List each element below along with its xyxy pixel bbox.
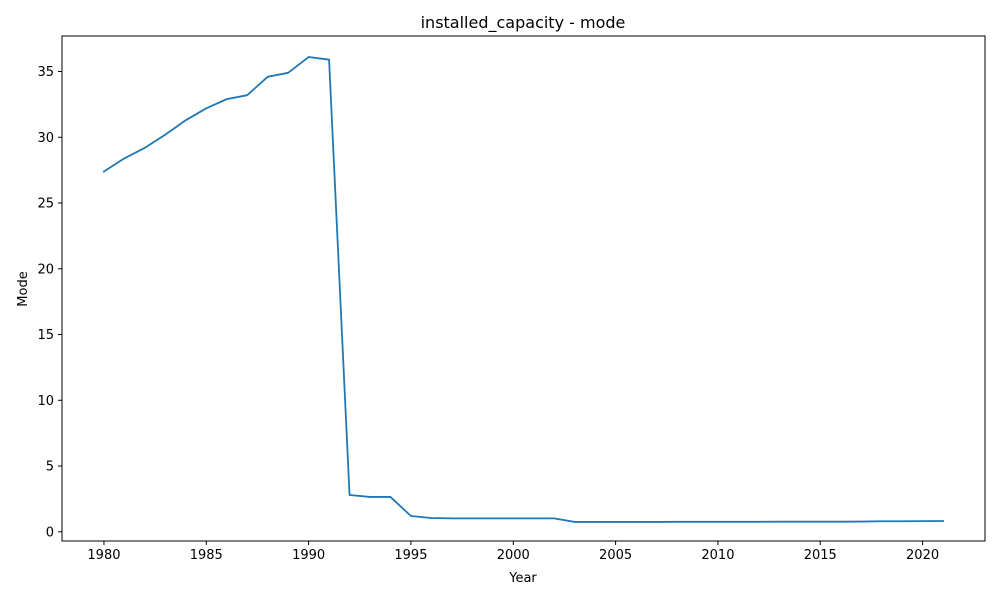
x-tick-label: 2000 xyxy=(497,548,530,563)
plot-area-frame xyxy=(61,35,986,542)
x-axis-label: Year xyxy=(508,571,537,586)
x-tick-label: 1980 xyxy=(87,548,120,563)
x-axis-ticks: 1980 1985 1990 1995 2000 2005 2010 2015 2020 xyxy=(87,541,939,563)
x-tick-label: 2010 xyxy=(701,548,734,563)
x-tick-label: 2015 xyxy=(804,548,837,563)
y-tick-label: 35 xyxy=(37,65,54,80)
y-tick-label: 15 xyxy=(37,328,54,343)
x-tick-label: 1990 xyxy=(292,548,325,563)
x-tick-label: 1985 xyxy=(190,548,223,563)
x-tick-label: 2005 xyxy=(599,548,632,563)
chart-title: installed_capacity - mode xyxy=(421,13,626,33)
y-tick-label: 20 xyxy=(37,262,54,277)
y-tick-label: 5 xyxy=(46,460,54,475)
x-tick-label: 2020 xyxy=(906,548,939,563)
y-tick-label: 25 xyxy=(37,197,54,212)
y-axis-label: Mode xyxy=(16,271,31,306)
series-layer xyxy=(102,56,944,523)
y-tick-label: 0 xyxy=(46,525,54,540)
y-tick-label: 30 xyxy=(37,131,54,146)
series-line xyxy=(102,56,944,523)
x-tick-label: 1995 xyxy=(394,548,427,563)
y-axis-ticks: 0 5 10 15 20 25 30 35 xyxy=(37,65,62,540)
y-tick-label: 10 xyxy=(37,394,54,409)
